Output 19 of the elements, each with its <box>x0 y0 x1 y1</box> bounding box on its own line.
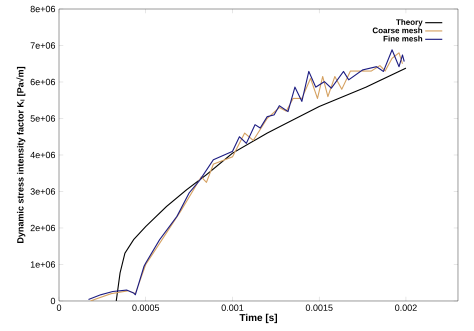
y-tick-label: 5e+06 <box>30 115 56 122</box>
y-tick-label: 0 <box>50 298 56 304</box>
x-tick-label: 0.0015 <box>306 304 333 311</box>
y-tick-label: 3e+06 <box>30 188 56 195</box>
y-tick-label: 6e+06 <box>30 78 56 86</box>
x-axis-title: Time [s] <box>240 314 278 324</box>
x-tick-label: 0.0005 <box>132 304 160 311</box>
legend-label: Fine mesh <box>384 36 422 42</box>
legend-label: Coarse mesh <box>372 27 422 34</box>
x-tick-label: 0 <box>56 304 62 311</box>
x-tick-label: 0.002 <box>395 304 417 311</box>
y-tick-label: 8e+06 <box>30 6 56 12</box>
y-tick-label: 7e+06 <box>30 42 56 49</box>
legend-label: Theory <box>396 19 423 26</box>
y-tick-label: 1e+06 <box>30 261 56 268</box>
y-tick-label: 4e+06 <box>30 152 56 158</box>
y-axis-title: Dynamic stress intensity factor K$_{I}$ [Pa√m] <box>16 66 26 243</box>
y-tick-label: 2e+06 <box>30 224 56 232</box>
x-tick-label: 0.001 <box>222 304 244 311</box>
